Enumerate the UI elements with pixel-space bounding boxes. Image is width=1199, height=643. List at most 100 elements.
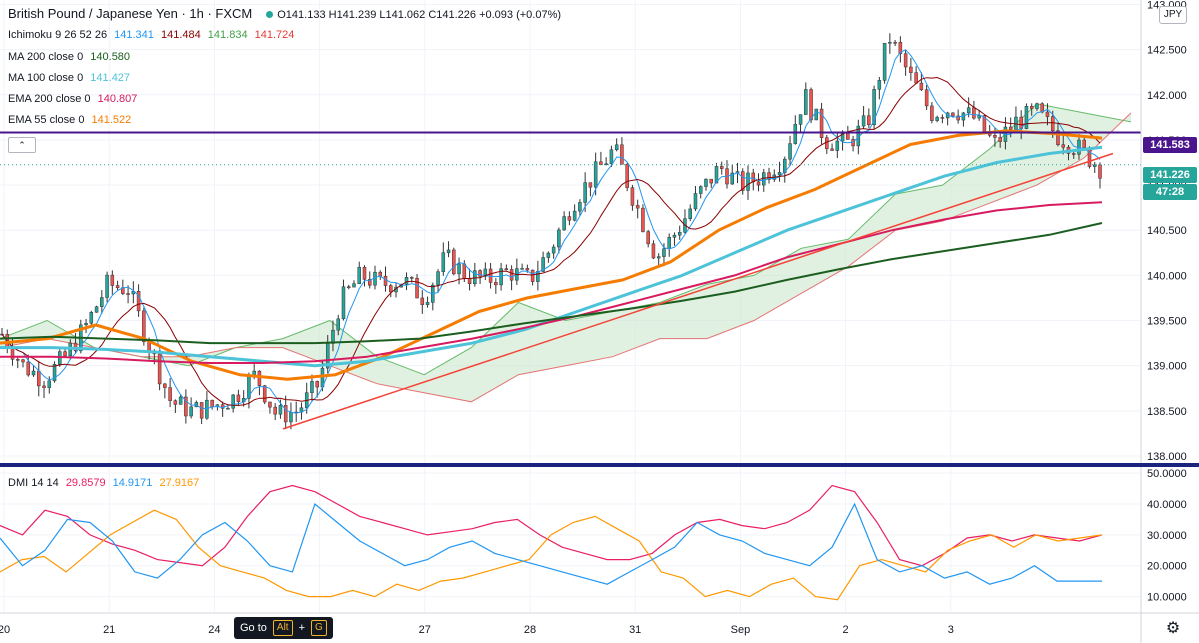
dmi-value-3: 27.9167 bbox=[159, 477, 200, 489]
candle-body bbox=[483, 268, 488, 277]
candle-body bbox=[830, 148, 834, 151]
candle-body bbox=[105, 274, 109, 298]
time-tick-label: 28 bbox=[524, 624, 536, 636]
senkou-span-a-line bbox=[0, 103, 1132, 376]
ema55-value: 141.522 bbox=[91, 114, 132, 126]
candle-body bbox=[142, 310, 146, 343]
candle-body bbox=[457, 263, 461, 275]
legend-ma100[interactable]: MA 100 close 0 141.427 bbox=[8, 72, 134, 84]
candle-body bbox=[593, 161, 598, 188]
legend-ichimoku[interactable]: Ichimoku 9 26 52 26 141.341 141.484 141.… bbox=[8, 29, 298, 41]
candle-body bbox=[651, 243, 656, 259]
candle-body bbox=[872, 89, 876, 125]
candle-body bbox=[714, 166, 719, 184]
candle-body bbox=[819, 108, 824, 138]
candle-body bbox=[641, 207, 645, 232]
dmi-panel bbox=[0, 484, 1103, 601]
candle-body bbox=[662, 248, 666, 257]
candle-body bbox=[630, 187, 635, 206]
candle-body bbox=[604, 163, 608, 166]
legend-ema55[interactable]: EMA 55 close 0 141.522 bbox=[8, 114, 135, 126]
ma100-value: 141.427 bbox=[90, 72, 131, 84]
candle-body bbox=[21, 359, 25, 363]
dmi-tick-label: 10.0000 bbox=[1147, 592, 1187, 604]
legend-dmi[interactable]: DMI 14 14 29.8579 14.9171 27.9167 bbox=[8, 477, 203, 489]
time-tick-label: 3 bbox=[948, 624, 954, 636]
candle-body bbox=[63, 351, 67, 357]
pane-separator bbox=[0, 463, 1199, 467]
candle-body bbox=[919, 82, 924, 91]
candle-body bbox=[357, 266, 361, 284]
candle-body bbox=[562, 216, 566, 231]
candle-body bbox=[867, 115, 871, 125]
candle-body bbox=[362, 266, 367, 280]
candle-body bbox=[888, 41, 892, 44]
candle-body bbox=[194, 402, 199, 408]
candle-body bbox=[52, 364, 57, 382]
candle-body bbox=[268, 401, 272, 408]
ichimoku-cloud bbox=[0, 103, 1132, 403]
candle-body bbox=[257, 370, 262, 386]
ichimoku-cloud-fill bbox=[0, 103, 1131, 402]
candle-body bbox=[31, 370, 36, 376]
candle-body bbox=[835, 140, 840, 151]
candle-body bbox=[1045, 111, 1050, 117]
candle-body bbox=[136, 291, 141, 312]
candle-body bbox=[94, 306, 99, 313]
ichimoku-value-4: 141.724 bbox=[254, 29, 295, 41]
candle-body bbox=[410, 277, 414, 279]
dmi-value-1: 29.8579 bbox=[65, 477, 106, 489]
candle-body bbox=[488, 268, 493, 283]
candle-body bbox=[709, 178, 713, 184]
candle-body bbox=[1082, 139, 1086, 148]
candle-body bbox=[777, 172, 782, 176]
candle-body bbox=[462, 263, 467, 279]
candle-body bbox=[909, 66, 913, 73]
candle-body bbox=[930, 105, 934, 121]
candle-body bbox=[173, 400, 178, 405]
candle-body bbox=[698, 186, 703, 194]
candle-body bbox=[546, 252, 551, 258]
dmi-tick-label: 30.0000 bbox=[1147, 530, 1187, 542]
candle-body bbox=[373, 271, 377, 286]
candle-body bbox=[478, 270, 482, 277]
candle-body bbox=[84, 323, 88, 326]
collapse-legend-button[interactable]: ⌃ bbox=[8, 137, 36, 153]
candle-body bbox=[226, 407, 230, 410]
symbol-title[interactable]: British Pound / Japanese Yen · 1h · FXCM bbox=[8, 6, 253, 21]
price-tick-label: 142.500 bbox=[1147, 45, 1187, 57]
legend-ma200[interactable]: MA 200 close 0 140.580 bbox=[8, 51, 134, 63]
candle-body bbox=[741, 171, 745, 191]
candle-body bbox=[840, 133, 845, 142]
candle-body bbox=[368, 279, 372, 286]
ema200-label: EMA 200 close 0 bbox=[8, 93, 91, 105]
candle-body bbox=[520, 268, 524, 270]
market-open-icon bbox=[266, 11, 274, 19]
legend-ema200[interactable]: EMA 200 close 0 140.807 bbox=[8, 93, 141, 105]
candle-body bbox=[452, 249, 456, 275]
candle-body bbox=[588, 182, 593, 188]
candle-body bbox=[383, 275, 388, 286]
candle-body bbox=[37, 370, 41, 387]
dmi-value-2: 14.9171 bbox=[112, 477, 153, 489]
resistance-price-badge: 141.583 bbox=[1143, 137, 1197, 153]
candle-body bbox=[1008, 126, 1013, 130]
price-tick-label: 143.000 bbox=[1147, 0, 1187, 12]
candle-body bbox=[467, 278, 472, 284]
candle-body bbox=[310, 381, 314, 393]
ema200-value: 140.807 bbox=[97, 93, 138, 105]
candle-body bbox=[436, 271, 440, 286]
candle-body bbox=[189, 406, 193, 417]
candle-body bbox=[846, 133, 850, 140]
goto-date-button[interactable]: Go to Alt + G bbox=[234, 617, 333, 639]
currency-selector[interactable]: JPY bbox=[1159, 6, 1187, 24]
gear-icon[interactable]: ⚙ bbox=[1165, 620, 1181, 637]
dmi-adx-line bbox=[0, 484, 1103, 567]
candle-body bbox=[861, 115, 866, 127]
candle-body bbox=[798, 114, 803, 125]
candle-body bbox=[825, 137, 829, 150]
ma-200-close-0-line bbox=[0, 222, 1103, 345]
candle-body bbox=[26, 361, 31, 376]
dmi-tick-label: 20.0000 bbox=[1147, 561, 1187, 573]
